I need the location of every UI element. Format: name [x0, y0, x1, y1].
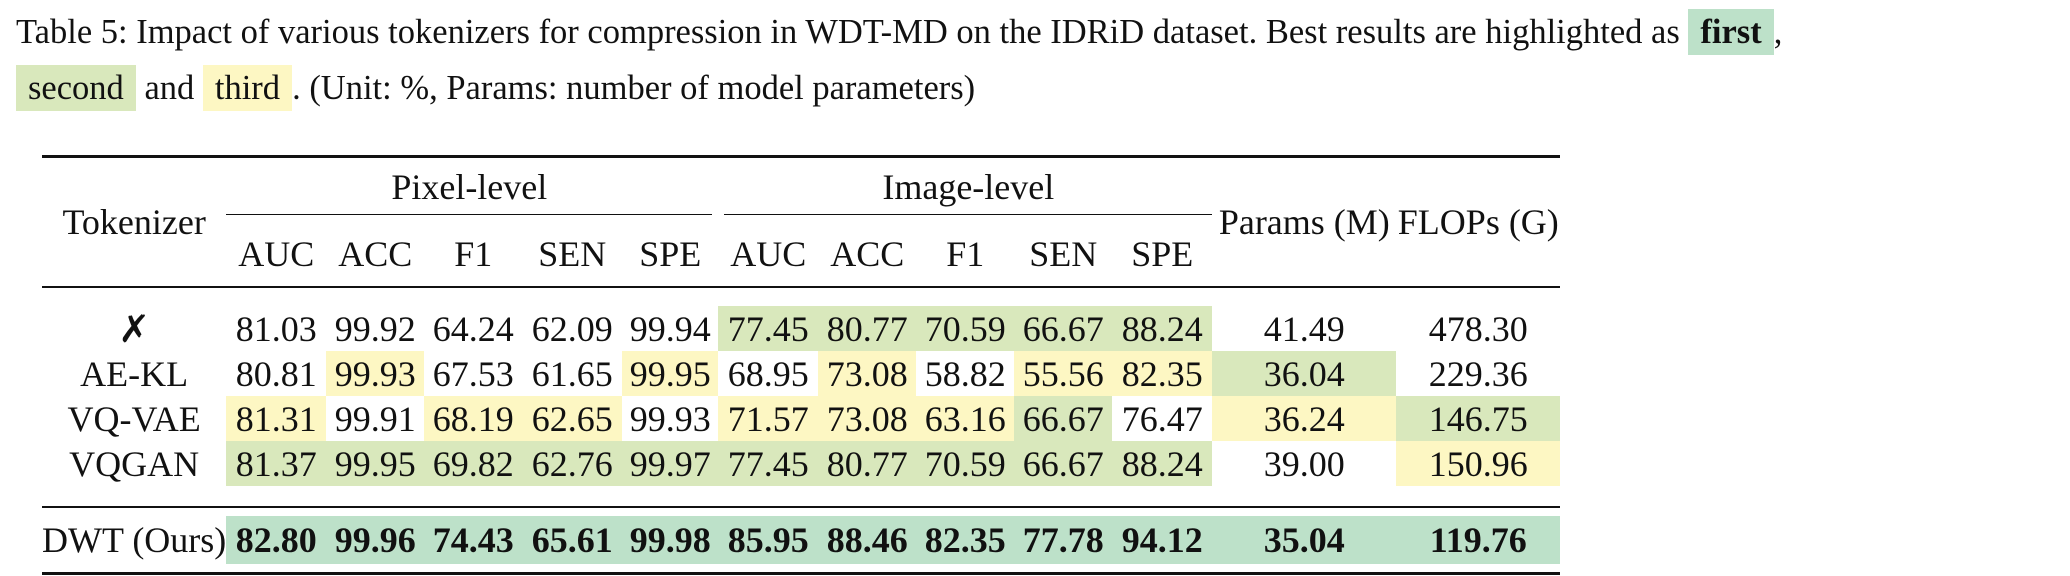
table-cell: 77.78 — [1014, 516, 1113, 564]
table-cell: 66.67 — [1014, 306, 1113, 351]
table-cell: 61.65 — [531, 353, 613, 394]
table-cell: 62.76 — [522, 441, 623, 486]
legend-first: first — [1688, 9, 1774, 55]
results-table: Tokenizer Pixel-level Image-level Params… — [42, 155, 1561, 575]
header-metric: F1 — [946, 234, 985, 274]
table-cell: 66.67 — [1014, 396, 1113, 441]
header-metric: AUC — [238, 234, 315, 274]
table-cell: 82.35 — [916, 516, 1015, 564]
table-cell: 99.98 — [622, 516, 719, 564]
header-metric: ACC — [338, 234, 413, 274]
header-metric: SPE — [639, 234, 702, 274]
header-metric: ACC — [830, 234, 905, 274]
table-caption: Table 5: Impact of various tokenizers fo… — [16, 4, 2056, 116]
table-row: ✗ 81.03 99.92 64.24 62.09 99.94 77.45 80.77 70.5… — [42, 306, 1560, 351]
caption-text-2: . (Unit: %, Params: number of model para… — [292, 69, 976, 107]
header-params: Params (M) — [1212, 156, 1397, 288]
table-cell: 99.92 — [334, 308, 416, 349]
table-cell: 99.95 — [622, 351, 719, 396]
header-metric: AUC — [730, 234, 807, 274]
table-cell: 62.65 — [522, 396, 623, 441]
table-cell: 63.16 — [916, 396, 1015, 441]
header-row-groups: Tokenizer Pixel-level Image-level Params… — [42, 156, 1561, 288]
legend-third: third — [202, 65, 293, 111]
row-tokenizer-name: DWT (Ours) — [42, 520, 227, 560]
header-pixel-level: Pixel-level — [226, 157, 718, 223]
table-cell: 70.59 — [916, 306, 1015, 351]
table-cell: 77.45 — [718, 306, 819, 351]
table-cell: 229.36 — [1428, 353, 1528, 394]
table-cell: 69.82 — [424, 441, 523, 486]
header-metric: SPE — [1131, 234, 1194, 274]
table-cell: 73.08 — [818, 351, 917, 396]
legend-second: second — [16, 65, 136, 111]
table-cell: 35.04 — [1212, 516, 1397, 564]
image-level-label: Image-level — [724, 166, 1213, 215]
row-tokenizer-name: AE-KL — [80, 353, 189, 394]
table-cell: 80.77 — [818, 306, 917, 351]
header-image-level: Image-level — [718, 157, 1213, 223]
table-cell: 99.94 — [629, 308, 711, 349]
header-metric: SEN — [538, 234, 607, 274]
row-tokenizer-name: VQGAN — [69, 443, 200, 484]
table-cell: 64.24 — [432, 308, 514, 349]
table-cell: 77.45 — [718, 441, 819, 486]
table-cell: 81.31 — [226, 396, 327, 441]
caption-comma: , — [1773, 13, 1783, 51]
table-cell: 62.09 — [531, 308, 613, 349]
caption-and: and — [135, 69, 203, 107]
caption-text-1: Table 5: Impact of various tokenizers fo… — [16, 13, 1689, 51]
table-cell: 36.24 — [1212, 396, 1397, 441]
table-cell: 99.95 — [326, 441, 425, 486]
table-cell: 41.49 — [1263, 308, 1345, 349]
table-cell: 80.77 — [818, 441, 917, 486]
table-cell: 73.08 — [818, 396, 917, 441]
header-flops: FLOPs (G) — [1396, 156, 1561, 288]
pixel-level-label: Pixel-level — [226, 166, 713, 215]
table-cell: 70.59 — [916, 441, 1015, 486]
table-cell: 88.46 — [818, 516, 917, 564]
table-cell: 58.82 — [924, 353, 1006, 394]
table-cell: 99.93 — [326, 351, 425, 396]
table-cell: 99.93 — [629, 398, 711, 439]
table-row: VQGAN 81.37 99.95 69.82 62.76 99.97 77.45 80.77… — [42, 441, 1561, 486]
table-cell: 81.37 — [226, 441, 327, 486]
table-cell: 80.81 — [235, 353, 317, 394]
table-cell: 68.95 — [727, 353, 809, 394]
table-cell: 99.91 — [334, 398, 416, 439]
table-cell: 82.80 — [226, 516, 327, 564]
table-cell: 39.00 — [1263, 443, 1345, 484]
table-row: VQ-VAE 81.31 99.91 68.19 62.65 99.93 71.57 73.0… — [42, 396, 1561, 441]
header-row-metrics: AUC ACC F1 SEN SPE AUC ACC F1 SEN SPE — [42, 222, 1561, 287]
table-cell: 68.19 — [424, 396, 523, 441]
table-cell: 67.53 — [432, 353, 514, 394]
row-tokenizer-name: ✗ — [118, 306, 151, 351]
table-row: AE-KL 80.81 99.93 67.53 61.65 99.95 68.95 73.08… — [42, 351, 1560, 396]
table-cell: 74.43 — [424, 516, 523, 564]
table-cell: 55.56 — [1014, 351, 1113, 396]
table-cell: 88.24 — [1112, 306, 1213, 351]
table-cell: 150.96 — [1396, 441, 1561, 486]
table-cell: 119.76 — [1396, 516, 1561, 564]
table-cell: 94.12 — [1112, 516, 1213, 564]
table-cell: 81.03 — [235, 308, 317, 349]
table-cell: 478.30 — [1428, 308, 1528, 349]
table-cell: 82.35 — [1112, 351, 1213, 396]
table-cell: 88.24 — [1112, 441, 1213, 486]
table-cell: 99.96 — [326, 516, 425, 564]
table-cell: 36.04 — [1212, 351, 1397, 396]
table-cell: 146.75 — [1396, 396, 1561, 441]
table-cell: 66.67 — [1014, 441, 1113, 486]
table-body: ✗ 81.03 99.92 64.24 62.09 99.94 77.45 80.77 70.5… — [42, 287, 1561, 574]
table-row-ours: DWT (Ours) 82.80 99.96 74.43 65.61 99.98 85.95… — [42, 516, 1561, 564]
table-cell: 71.57 — [718, 396, 819, 441]
row-tokenizer-name: VQ-VAE — [67, 398, 201, 439]
table-cell: 76.47 — [1121, 398, 1203, 439]
header-metric: F1 — [454, 234, 493, 274]
table-cell: 99.97 — [622, 441, 719, 486]
header-metric: SEN — [1029, 234, 1098, 274]
table-cell: 65.61 — [522, 516, 623, 564]
table-cell: 85.95 — [718, 516, 819, 564]
header-tokenizer: Tokenizer — [42, 156, 227, 288]
